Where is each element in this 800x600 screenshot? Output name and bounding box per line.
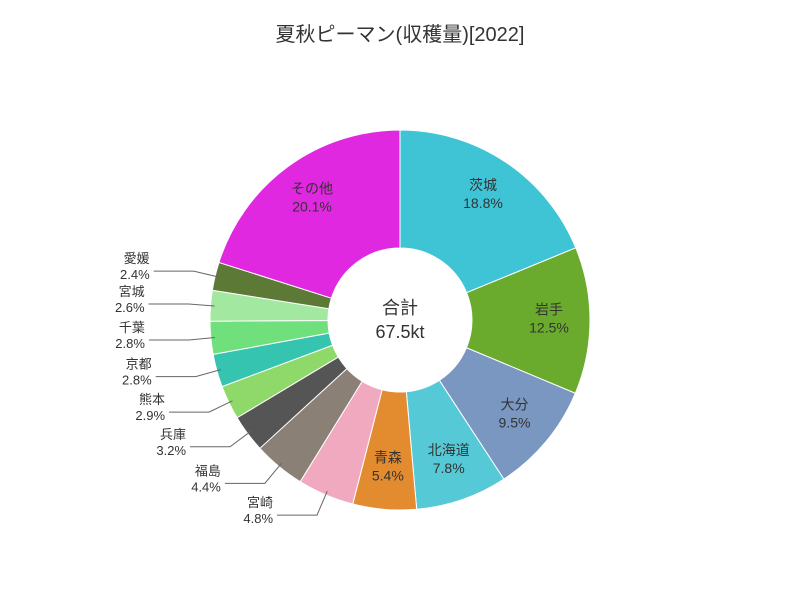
- slice-percent: 2.4%: [120, 267, 150, 282]
- leader-line: [149, 338, 215, 340]
- slice-label: 兵庫: [160, 427, 186, 442]
- slice-label: 茨城: [469, 177, 497, 193]
- slice-label: 愛媛: [124, 251, 150, 266]
- leader-line: [277, 491, 327, 515]
- slice-percent: 4.4%: [191, 479, 221, 494]
- slice-percent: 7.8%: [433, 460, 465, 476]
- slice-percent: 9.5%: [499, 414, 531, 430]
- center-label-bottom: 67.5kt: [375, 322, 424, 342]
- slice-percent: 18.8%: [463, 195, 503, 211]
- slice-label: 宮崎: [247, 495, 273, 510]
- center-label-top: 合計: [382, 298, 418, 318]
- leader-line: [149, 304, 215, 306]
- slice-label: 宮城: [119, 284, 145, 299]
- leader-line: [154, 271, 219, 277]
- leader-line: [225, 463, 282, 483]
- slice-percent: 12.5%: [529, 319, 569, 335]
- slice-label: その他: [291, 181, 333, 197]
- slice-percent: 4.8%: [243, 511, 273, 526]
- leader-line: [190, 431, 251, 447]
- slice-label: 北海道: [428, 442, 470, 458]
- slice-percent: 2.9%: [135, 408, 165, 423]
- slice-percent: 5.4%: [372, 468, 404, 484]
- slice-label: 岩手: [535, 301, 563, 317]
- pie-chart: 茨城 18.8% 岩手 12.5% 大分 9.5% 北海道 7.8% 青森 5.4% 宮崎4.8% 福…: [0, 60, 800, 600]
- donut-hole: [328, 248, 472, 392]
- slice-label: 京都: [126, 357, 152, 372]
- leader-line: [156, 370, 221, 377]
- slice-label: 大分: [501, 396, 529, 412]
- slice-percent: 20.1%: [292, 199, 332, 215]
- slice-percent: 2.8%: [115, 336, 145, 351]
- slice-percent: 2.6%: [115, 300, 145, 315]
- slice-label: 熊本: [139, 392, 165, 407]
- leader-line: [169, 401, 232, 412]
- slice-percent: 2.8%: [122, 373, 152, 388]
- slice-label: 千葉: [119, 320, 145, 335]
- slice-label: 青森: [374, 450, 402, 466]
- slice-label: 福島: [195, 463, 221, 478]
- slice-percent: 3.2%: [156, 443, 186, 458]
- chart-title: 夏秋ピーマン(収穫量)[2022]: [0, 18, 800, 47]
